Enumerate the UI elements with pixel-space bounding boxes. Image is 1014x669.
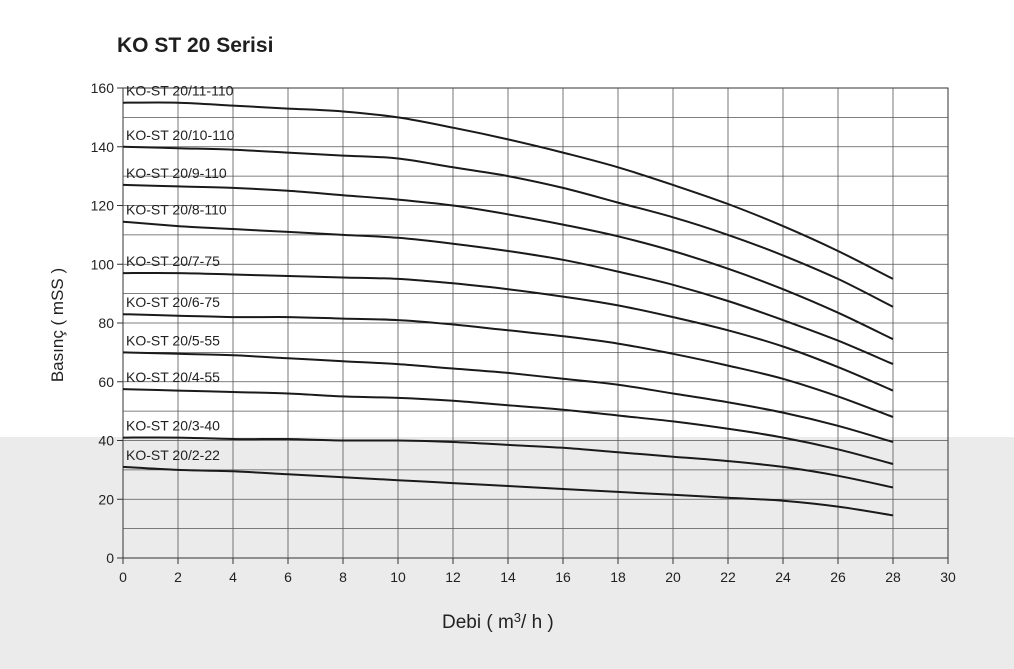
y-tick-label: 20 <box>98 491 114 507</box>
series-label: KO-ST 20/4-55 <box>126 369 220 385</box>
x-tick-label: 2 <box>174 569 182 585</box>
series-label: KO-ST 20/3-40 <box>126 418 220 434</box>
series-label: KO-ST 20/8-110 <box>126 202 227 218</box>
x-tick-label: 6 <box>284 569 292 585</box>
x-axis-label-exponent: 3 <box>513 610 522 625</box>
y-tick-label: 0 <box>106 550 114 566</box>
series-label: KO-ST 20/7-75 <box>126 253 220 269</box>
series-line-3 <box>122 183 894 341</box>
x-tick-label: 8 <box>339 569 347 585</box>
x-tick-label: 22 <box>720 569 736 585</box>
x-tick-label: 24 <box>775 569 791 585</box>
x-tick-label: 14 <box>500 569 516 585</box>
series-line-5 <box>122 271 894 392</box>
series-line-1 <box>122 101 894 280</box>
chart-title: KO ST 20 Serisi <box>117 34 274 57</box>
x-tick-label: 10 <box>390 569 406 585</box>
y-tick-label: 120 <box>91 198 115 214</box>
x-tick-label: 20 <box>665 569 681 585</box>
series-label: KO-ST 20/2-22 <box>126 447 220 463</box>
series-line-9 <box>122 436 894 489</box>
series-line-4 <box>122 220 894 366</box>
x-tick-label: 12 <box>445 569 461 585</box>
x-tick-label: 0 <box>119 569 127 585</box>
series-line-8 <box>122 388 894 465</box>
series-line-7 <box>122 351 894 443</box>
background-band <box>0 437 1014 669</box>
x-tick-label: 4 <box>229 569 237 585</box>
y-tick-label: 40 <box>98 433 114 449</box>
series-line-10 <box>122 465 894 517</box>
y-tick-label: 60 <box>98 374 114 390</box>
y-tick-label: 140 <box>91 139 115 155</box>
x-tick-label: 30 <box>940 569 956 585</box>
x-tick-label: 28 <box>885 569 901 585</box>
series-label: KO-ST 20/6-75 <box>126 294 220 310</box>
x-tick-label: 16 <box>555 569 571 585</box>
y-axis-label: Basınç ( mSS ) <box>48 267 67 383</box>
x-axis-label-prefix: Debi ( m <box>442 612 514 633</box>
series-label: KO-ST 20/9-110 <box>126 165 227 181</box>
series-label: KO-ST 20/11-110 <box>126 83 234 99</box>
y-tick-label: 100 <box>91 256 115 272</box>
series-label: KO-ST 20/5-55 <box>126 332 220 348</box>
series-line-2 <box>122 145 894 308</box>
x-axis-label: Debi ( m3/ h ) <box>442 610 554 634</box>
x-axis-label-suffix: / h ) <box>521 612 554 633</box>
series-label: KO-ST 20/10-110 <box>126 127 235 143</box>
series-line-6 <box>122 313 894 418</box>
y-tick-label: 80 <box>98 315 114 331</box>
y-tick-label: 160 <box>91 80 115 96</box>
x-tick-label: 18 <box>610 569 626 585</box>
x-tick-label: 26 <box>830 569 846 585</box>
